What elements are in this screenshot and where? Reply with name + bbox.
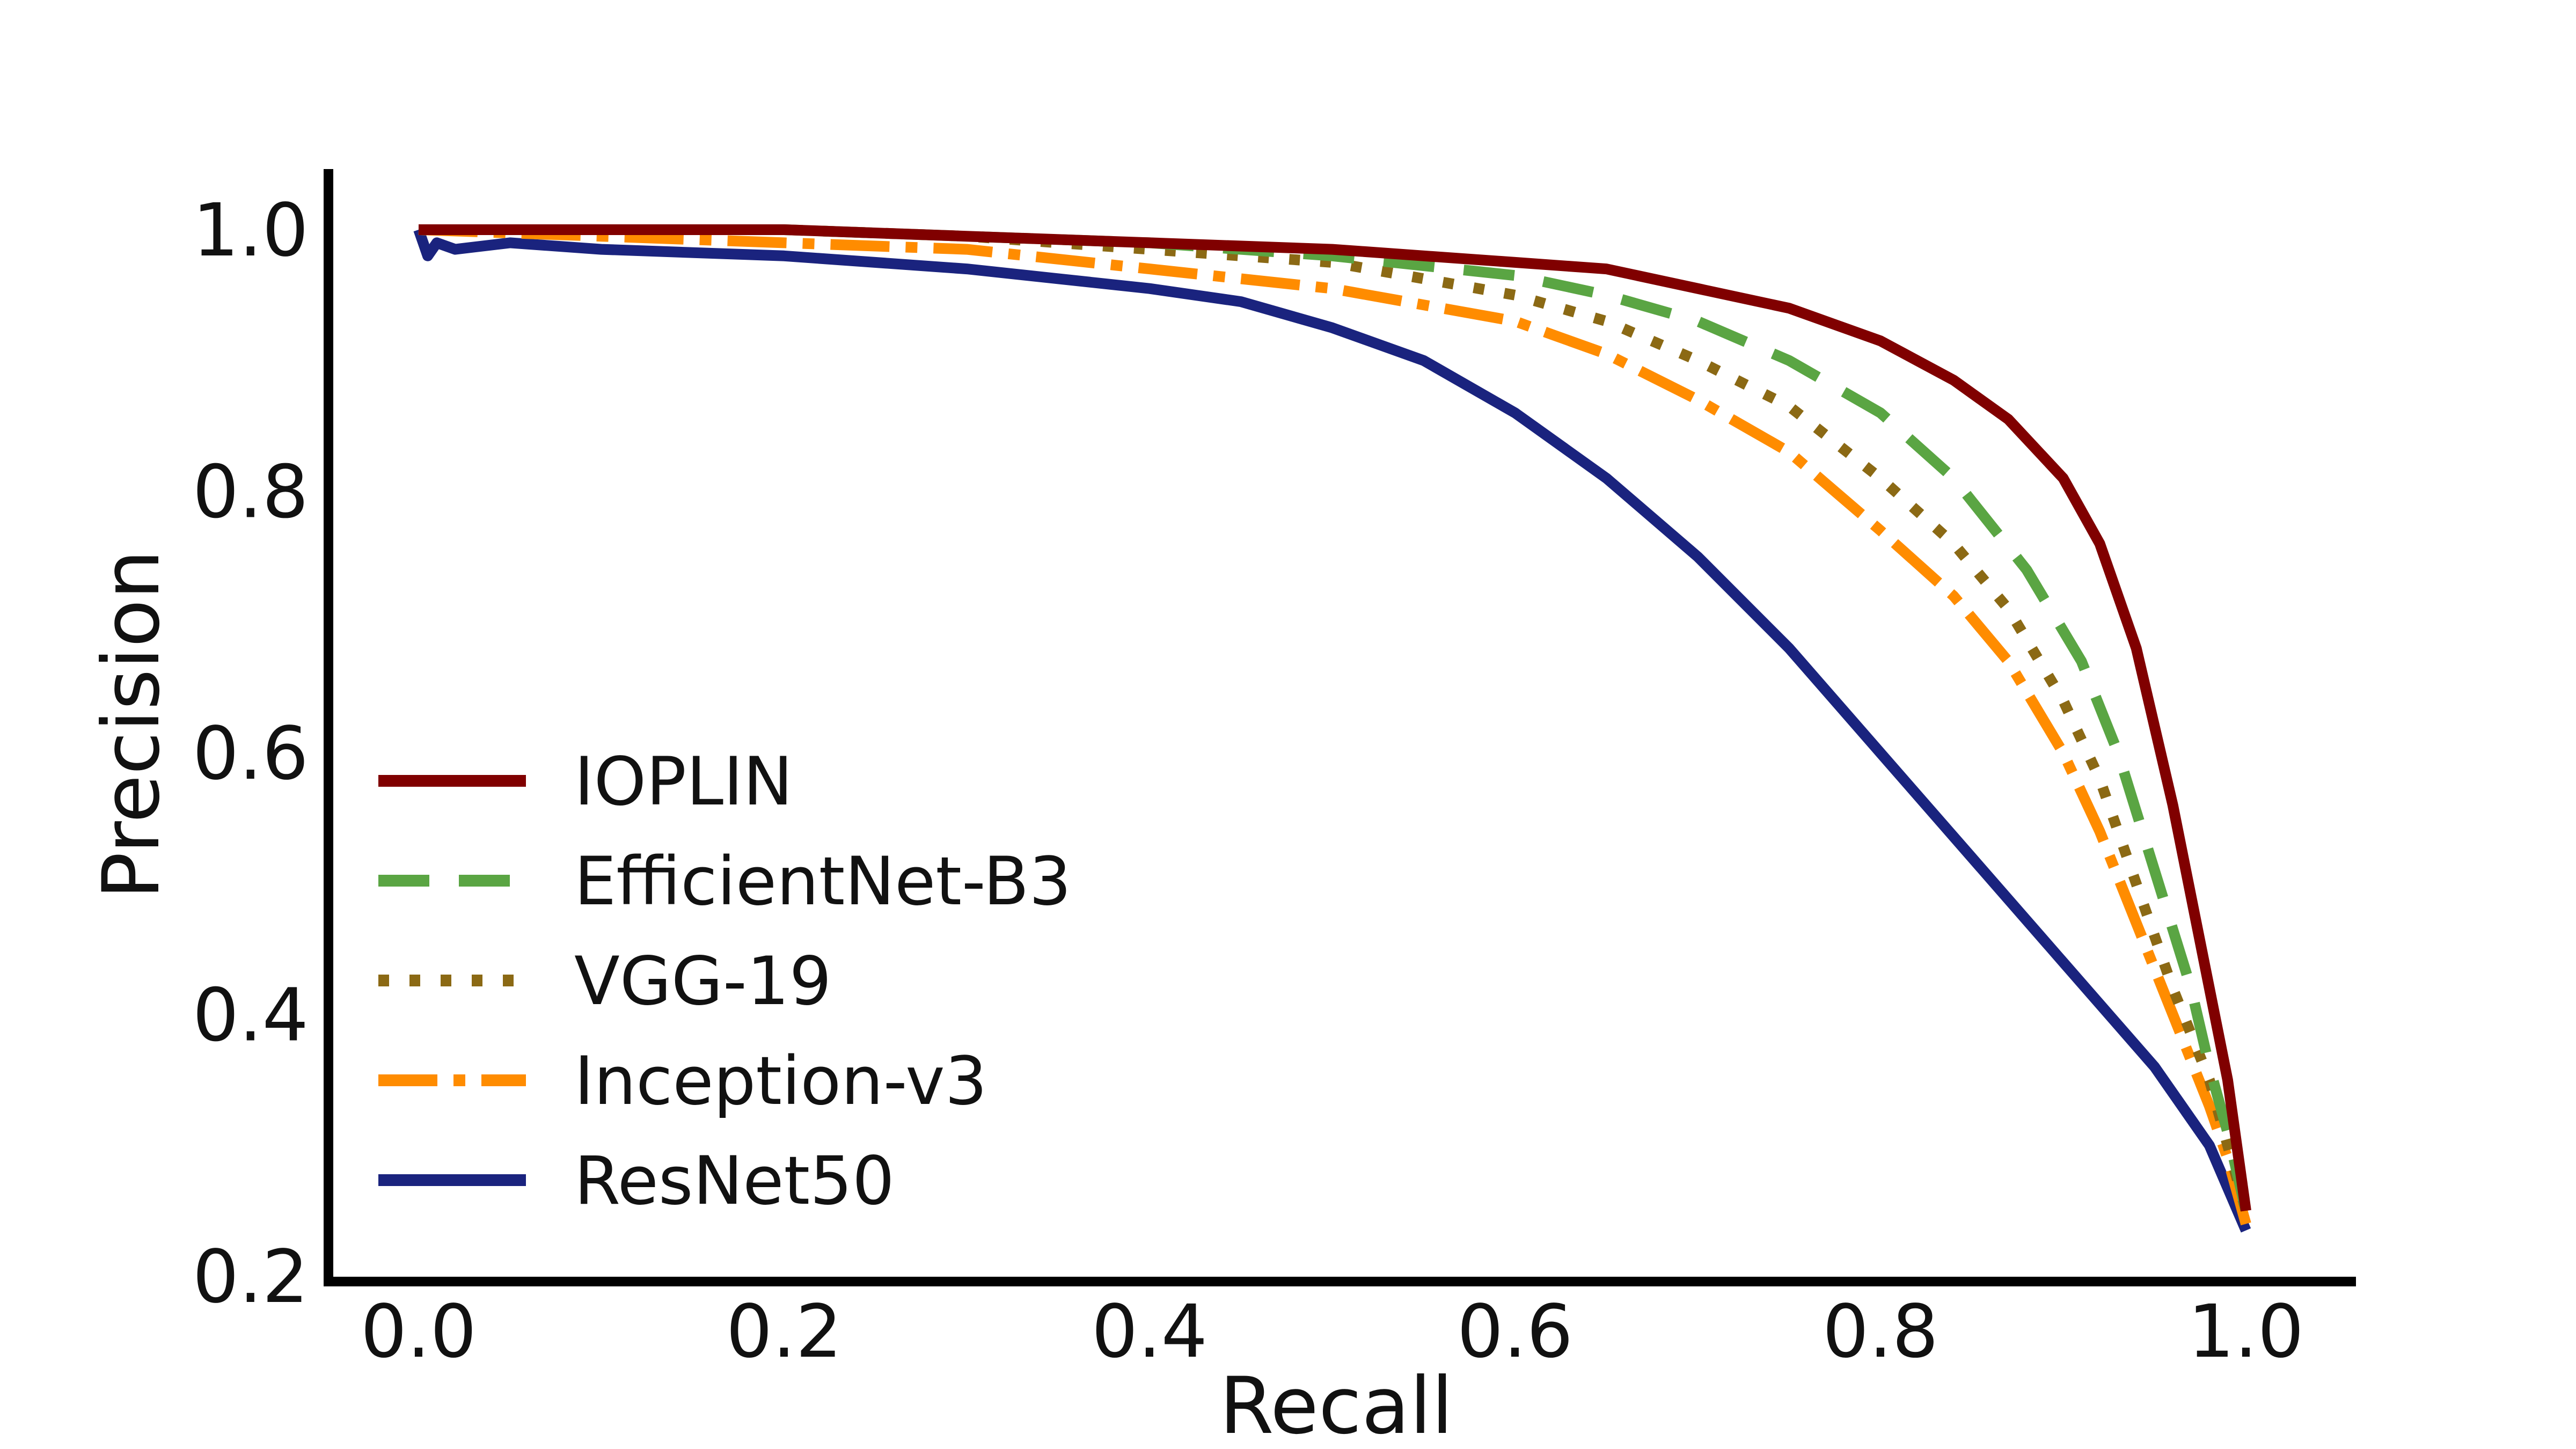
legend-label-resnet50: ResNet50 bbox=[574, 1143, 895, 1220]
x-tick-label: 1.0 bbox=[2188, 1290, 2304, 1374]
ticks-layer: 0.0 0.2 0.4 0.6 0.8 1.0 0.2 0.4 0.6 0.8 1.0 bbox=[193, 188, 2304, 1374]
x-axis-title: Recall bbox=[1219, 1360, 1453, 1449]
legend-label-vgg-19: VGG-19 bbox=[574, 943, 832, 1020]
y-tick-label: 0.8 bbox=[193, 450, 309, 535]
x-tick-label: 0.2 bbox=[726, 1290, 842, 1374]
series-line-ioplin bbox=[419, 224, 2251, 1212]
series-line-vgg-19 bbox=[419, 224, 2251, 1212]
y-tick-label: 0.6 bbox=[193, 712, 309, 796]
y-axis-title: Precision bbox=[86, 550, 177, 899]
x-tick-label: 0.8 bbox=[1823, 1290, 1938, 1374]
series-line-resnet50 bbox=[413, 228, 2251, 1233]
series-line-inception-v3 bbox=[418, 224, 2251, 1226]
legend: IOPLIN EfficientNet-B3 VGG-19 Inception-v3 R… bbox=[378, 743, 1071, 1220]
x-tick-label: 0.6 bbox=[1457, 1290, 1573, 1374]
legend-label-efficientnet-b3: EfficientNet-B3 bbox=[574, 843, 1071, 920]
legend-label-inception-v3: Inception-v3 bbox=[574, 1043, 987, 1120]
y-tick-label: 0.4 bbox=[193, 974, 309, 1058]
legend-label-ioplin: IOPLIN bbox=[574, 743, 793, 821]
series-layer bbox=[413, 224, 2251, 1233]
axes-layer bbox=[324, 169, 2356, 1286]
x-tick-label: 0.4 bbox=[1092, 1290, 1208, 1374]
x-tick-label: 0.0 bbox=[361, 1290, 477, 1374]
y-tick-label: 1.0 bbox=[193, 188, 309, 273]
y-tick-label: 0.2 bbox=[193, 1235, 309, 1320]
